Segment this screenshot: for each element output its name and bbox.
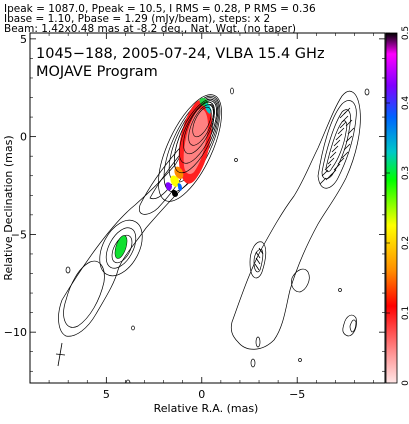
plot-frame	[29, 32, 386, 384]
colorbar-tick-label: 0.1	[401, 306, 409, 320]
pol-core-purple	[165, 182, 172, 191]
x-tick-label: −5	[289, 388, 305, 401]
pcontour-core-1	[317, 100, 357, 189]
pcontour-lower-3	[349, 319, 357, 333]
contour-knot-1	[99, 219, 143, 277]
x-axis-label: Relative R.A. (mas)	[154, 402, 259, 415]
y-tick-label: −10	[4, 326, 27, 339]
colorbar-tick-label: 0.4	[401, 96, 409, 111]
header-line-1: Ipeak = 1087.0, Ppeak = 10.5, I RMS = 0.…	[4, 3, 316, 15]
pcontour-outer-jet	[230, 90, 361, 350]
y-axis-label: Relative Declination (mas)	[2, 135, 15, 280]
contour-core-2	[163, 95, 221, 193]
x-tick-label: 0	[198, 388, 205, 401]
colorbar-tick-label: 0.3	[401, 166, 409, 180]
pol-core-blue	[177, 183, 182, 191]
colorbar-tick-label: 0.2	[401, 236, 409, 250]
x-tick-label: 5	[103, 388, 110, 401]
contour-speck-5	[250, 358, 256, 368]
core-contour-overlay	[174, 98, 218, 174]
evpa-vectors	[254, 107, 355, 271]
header-line-3: Beam: 1.42x0.48 mas at -8.2 deg., Nat. W…	[4, 23, 296, 35]
contour-speck-1	[65, 266, 71, 274]
colorbar-tick-label: 0	[401, 380, 409, 386]
panel-subtitle: MOJAVE Program	[36, 64, 158, 80]
pcontour-knot-1	[249, 241, 267, 279]
colorbar-ticks: 0 0.1 0.2 0.3 0.4 0.5	[386, 26, 409, 386]
axes: 5 0 −5 5 0 −5 −10	[4, 33, 385, 401]
pol-knot-green	[114, 235, 128, 259]
pcontour-speck-1	[255, 336, 261, 348]
pcontour-lower-2	[342, 314, 357, 337]
contour-speck-2	[131, 325, 135, 331]
pcontour-speck-3	[364, 88, 370, 96]
contour-knot-2	[105, 227, 137, 269]
colorbar-tick-label: 0.5	[401, 26, 409, 40]
pcontour-core-3	[325, 120, 348, 173]
contour-outer-lobe	[63, 260, 105, 328]
contour-speck-3	[125, 379, 131, 383]
contour-speck-6	[234, 158, 238, 162]
y-tick-label: −5	[11, 228, 27, 241]
pol-core-yellow	[170, 175, 180, 187]
header-line-2: Ibase = 1.10, Pbase = 1.29 (mJy/beam), s…	[4, 13, 270, 25]
contour-knot-3	[111, 234, 133, 264]
contour-core-1	[158, 94, 222, 202]
y-tick-label: 0	[20, 131, 27, 144]
pol-core-cyan	[205, 103, 211, 114]
pcontour-core-2	[321, 109, 351, 180]
panel-title: 1045−188, 2005-07-24, VLBA 15.4 GHz	[36, 46, 325, 62]
contour-speck-4	[230, 87, 234, 95]
pcontour-speck-4	[338, 288, 342, 292]
pcontour-speck-2	[298, 358, 302, 362]
beam-marker	[55, 342, 66, 367]
pol-core-black	[171, 189, 178, 197]
y-tick-label: 5	[20, 33, 27, 46]
pcontour-lower-1	[291, 268, 310, 293]
colorbar	[385, 32, 398, 384]
pol-core-orange	[174, 166, 184, 179]
pol-core-pink	[183, 108, 208, 174]
